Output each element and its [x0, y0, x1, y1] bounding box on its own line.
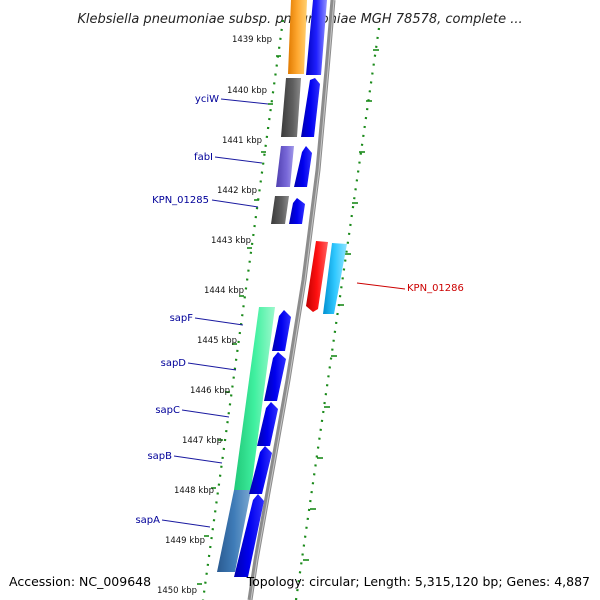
tick-label: 1450 kbp — [157, 586, 197, 596]
tick-label: 1448 kbp — [174, 486, 214, 496]
tick-label: 1443 kbp — [211, 236, 251, 246]
dotted-track-right — [294, 27, 381, 600]
gene-label-sapB[interactable]: sapB — [147, 451, 172, 462]
leader-line — [173, 455, 223, 464]
leader-line — [214, 156, 263, 164]
feature-green-sap — [234, 307, 275, 490]
leader-line — [161, 519, 211, 528]
tick-label: 1449 kbp — [165, 536, 205, 546]
feature-gray-yciW — [281, 78, 301, 137]
leader-line-right — [356, 282, 406, 290]
right-tick-marks — [303, 49, 379, 561]
leader-line — [187, 362, 237, 371]
tick-label: 1446 kbp — [190, 386, 230, 396]
gene-label-sapA[interactable]: sapA — [135, 515, 160, 526]
tick-label: 1440 kbp — [227, 86, 267, 96]
cds-arrow — [301, 78, 320, 137]
cds-arrow — [234, 494, 264, 577]
cds-arrow — [289, 198, 305, 224]
gene-label-KPN_01286[interactable]: KPN_01286 — [407, 283, 464, 294]
gene-label-sapC[interactable]: sapC — [155, 405, 180, 416]
left-tick-marks — [197, 55, 281, 585]
cds-arrow — [306, 0, 327, 75]
cds-arrow — [272, 310, 291, 351]
cds-arrow — [264, 352, 286, 401]
tick-label: 1441 kbp — [222, 136, 262, 146]
feature-purple-fabI — [276, 146, 294, 187]
leader-line — [181, 409, 230, 418]
tick-label: 1445 kbp — [197, 336, 237, 346]
feature-cyan-KPN_01286 — [323, 243, 347, 314]
sequence-backbone — [247, 0, 336, 600]
tick-label: 1442 kbp — [217, 186, 257, 196]
tick-label: 1444 kbp — [204, 286, 244, 296]
gene-label-fabI[interactable]: fabI — [194, 152, 213, 163]
feature-orange — [288, 0, 307, 74]
cds-forward-strand — [234, 0, 327, 577]
leader-line — [194, 317, 244, 326]
cds-arrow — [294, 146, 312, 187]
tick-label: 1447 kbp — [182, 436, 222, 446]
coordinate-labels: 1439 kbp 1440 kbp 1441 kbp 1442 kbp 1443… — [157, 35, 272, 596]
cds-arrow — [249, 446, 272, 494]
feature-gray-KPN_01285 — [271, 196, 289, 224]
gene-label-sapD[interactable]: sapD — [161, 358, 187, 369]
feature-red — [306, 241, 328, 312]
genome-summary-text: Topology: circular; Length: 5,315,120 bp… — [246, 574, 590, 589]
gene-label-yciW[interactable]: yciW — [195, 94, 219, 105]
leader-line — [211, 199, 259, 208]
dotted-track-left — [201, 19, 285, 600]
cds-arrow — [257, 402, 278, 446]
feature-steel-sapA — [217, 490, 251, 572]
gene-label-sapF[interactable]: sapF — [170, 313, 194, 324]
tick-label: 1439 kbp — [232, 35, 272, 45]
left-gene-labels: yciW fabI KPN_01285 sapF sapD sapC sapB … — [135, 94, 269, 528]
leader-line — [220, 98, 269, 105]
gene-label-KPN_01285[interactable]: KPN_01285 — [152, 195, 209, 206]
accession-text: Accession: NC_009648 — [9, 574, 151, 589]
